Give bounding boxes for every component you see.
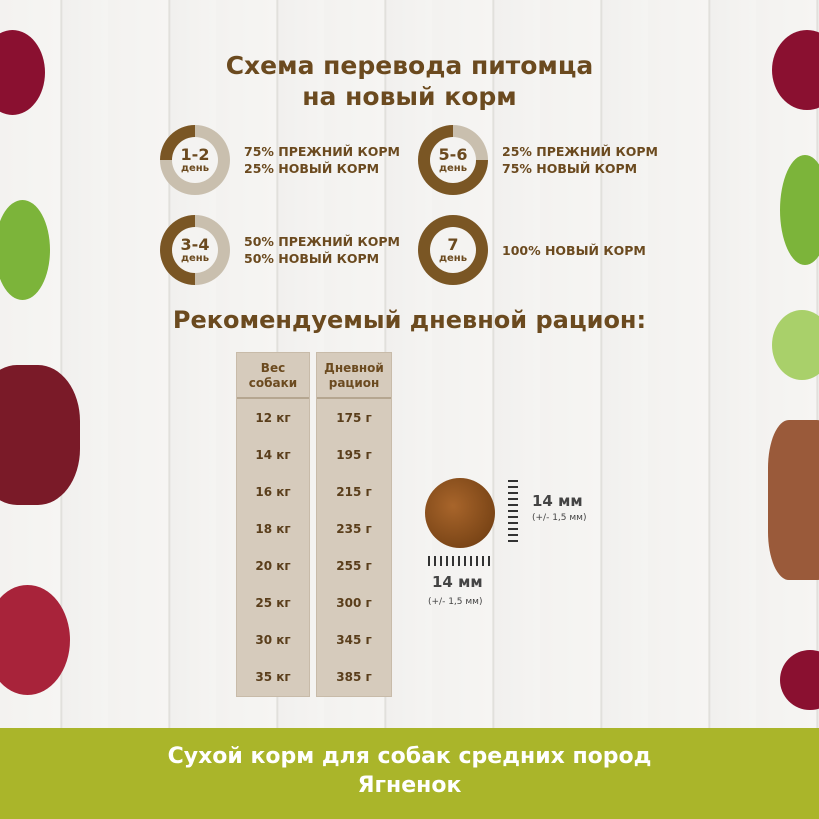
ration-cell: 195 г bbox=[336, 447, 372, 462]
ration-cell: 175 г bbox=[336, 410, 372, 425]
peas-image bbox=[780, 155, 819, 265]
step-text: 25% ПРЕЖНИЙ КОРМ 75% НОВЫЙ КОРМ bbox=[502, 144, 658, 176]
ration-cell: 215 г bbox=[336, 484, 372, 499]
beet-image bbox=[780, 650, 819, 710]
title-line: на новый корм bbox=[302, 82, 517, 111]
weight-cell: 35 кг bbox=[255, 669, 291, 684]
weight-column: Вес собаки 12 кг 14 кг 16 кг 18 кг 20 кг 25 кг… bbox=[236, 352, 310, 697]
peas-image bbox=[0, 200, 50, 300]
transition-step: 3-4 день 50% ПРЕЖНИЙ КОРМ 50% НОВЫЙ КОРМ bbox=[160, 215, 400, 285]
weight-cell: 14 кг bbox=[255, 447, 291, 462]
progress-ring: 5-6 день bbox=[418, 125, 488, 195]
product-name: Сухой корм для собак средних пород bbox=[167, 744, 652, 769]
rice-image bbox=[768, 420, 819, 580]
ration-title: Рекомендуемый дневной рацион: bbox=[172, 306, 647, 334]
transition-step: 1-2 день 75% ПРЕЖНИЙ КОРМ 25% НОВЫЙ КОРМ bbox=[160, 125, 400, 195]
step-text: 75% ПРЕЖНИЙ КОРМ 25% НОВЫЙ КОРМ bbox=[244, 144, 400, 176]
progress-ring: 1-2 день bbox=[160, 125, 230, 195]
meat-image bbox=[0, 365, 80, 505]
apple-image bbox=[772, 310, 819, 380]
ration-cell: 345 г bbox=[336, 632, 372, 647]
ration-column: Дневной рацион 175 г 195 г 215 г 235 г 255 г 3… bbox=[316, 352, 392, 697]
progress-ring: 3-4 день bbox=[160, 215, 230, 285]
title-line: Схема перевода питомца bbox=[225, 51, 594, 80]
page-title: Схема перевода питомца на новый корм bbox=[0, 50, 819, 112]
transition-step: 7 день 100% НОВЫЙ КОРМ bbox=[418, 215, 646, 285]
product-flavor: Ягненок bbox=[357, 773, 462, 798]
ration-cell: 300 г bbox=[336, 595, 372, 610]
width-ruler bbox=[428, 556, 492, 566]
weight-header: Вес собаки bbox=[237, 353, 309, 399]
progress-ring: 7 день bbox=[418, 215, 488, 285]
weight-cell: 16 кг bbox=[255, 484, 291, 499]
kibble-width: 14 мм bbox=[432, 573, 483, 591]
weight-cell: 30 кг bbox=[255, 632, 291, 647]
kibble-height-tolerance: (+/- 1,5 мм) bbox=[532, 513, 587, 523]
ration-cell: 235 г bbox=[336, 521, 372, 536]
pomegranate-image bbox=[0, 585, 70, 695]
step-text: 50% ПРЕЖНИЙ КОРМ 50% НОВЫЙ КОРМ bbox=[244, 234, 400, 266]
ration-header: Дневной рацион bbox=[317, 353, 391, 399]
step-text: 100% НОВЫЙ КОРМ bbox=[502, 242, 646, 258]
weight-cell: 12 кг bbox=[255, 410, 291, 425]
transition-step: 5-6 день 25% ПРЕЖНИЙ КОРМ 75% НОВЫЙ КОРМ bbox=[418, 125, 658, 195]
ration-cell: 255 г bbox=[336, 558, 372, 573]
height-ruler bbox=[508, 480, 518, 544]
kibble-width-tolerance: (+/- 1,5 мм) bbox=[428, 597, 483, 607]
footer-banner: Сухой корм для собак средних пород Ягнен… bbox=[0, 728, 819, 819]
weight-cell: 18 кг bbox=[255, 521, 291, 536]
kibble-image bbox=[425, 478, 495, 548]
kibble-height: 14 мм bbox=[532, 492, 583, 510]
weight-cell: 20 кг bbox=[255, 558, 291, 573]
ration-cell: 385 г bbox=[336, 669, 372, 684]
weight-cell: 25 кг bbox=[255, 595, 291, 610]
